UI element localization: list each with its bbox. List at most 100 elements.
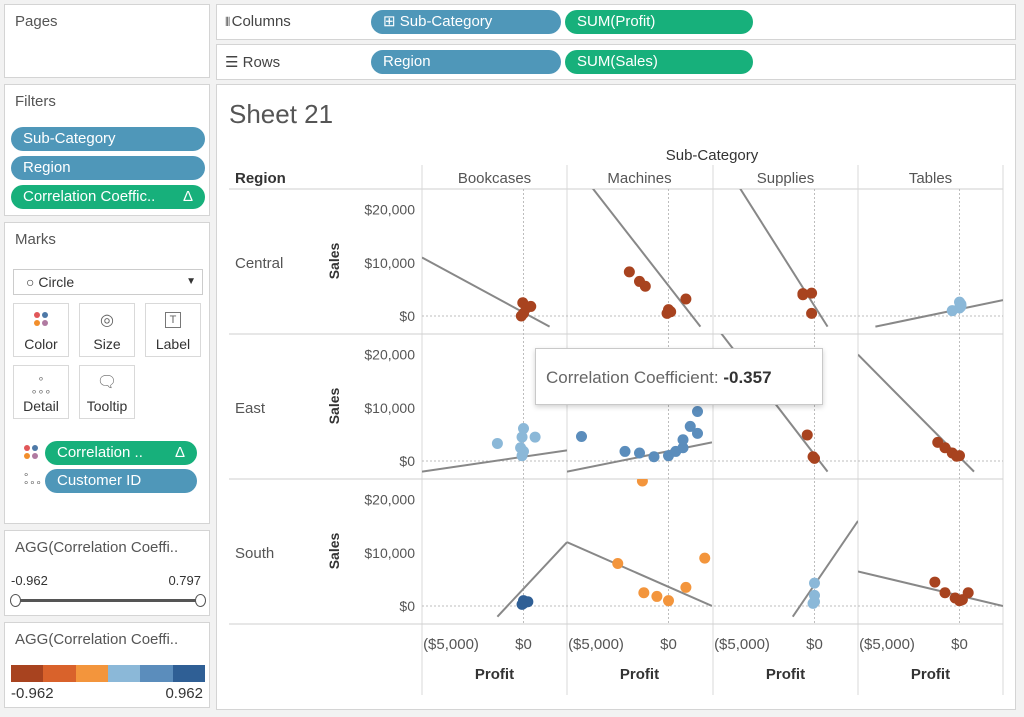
columns-shelf-label: ⦀ Columns [225, 13, 291, 30]
filters-panel: Filters Sub-Category Region Correlation … [4, 84, 210, 216]
data-point[interactable] [491, 437, 503, 449]
x-tick-label: ($5,000) [714, 636, 770, 653]
data-point[interactable] [515, 310, 527, 322]
range-slider-track[interactable] [15, 599, 201, 602]
data-point[interactable] [929, 576, 941, 588]
legend-card-title: AGG(Correlation Coeffi.. [15, 631, 179, 648]
data-point[interactable] [807, 597, 819, 609]
data-point[interactable] [518, 423, 529, 435]
data-point[interactable] [956, 594, 968, 606]
data-point[interactable] [939, 587, 951, 599]
data-point[interactable] [663, 595, 674, 607]
data-point[interactable] [699, 552, 711, 564]
x-tick-label: $0 [806, 636, 823, 653]
facet-central-bookcases [422, 256, 551, 328]
trend-line [422, 256, 551, 328]
data-point[interactable] [677, 442, 689, 454]
facet-central-tables [875, 296, 1003, 328]
data-point[interactable] [677, 434, 689, 446]
detail-button[interactable]: ∘ ∘∘∘ Detail [13, 365, 69, 419]
data-point[interactable] [951, 450, 963, 462]
circle-icon: ○ [26, 274, 39, 290]
tooltip-button[interactable]: 🗨 Tooltip [79, 365, 135, 419]
data-point[interactable] [797, 289, 809, 301]
filter-region[interactable]: Region [11, 156, 205, 180]
mark-type-dropdown[interactable]: ○ Circle ▼ [13, 269, 203, 295]
data-point[interactable] [648, 451, 660, 463]
data-point[interactable] [525, 300, 537, 312]
data-point[interactable] [692, 427, 703, 439]
marks-field-customer-id[interactable]: Customer ID [45, 469, 197, 493]
trend-line [591, 189, 702, 328]
columns-pill-sum-profit[interactable]: SUM(Profit) [565, 10, 753, 34]
data-point[interactable] [955, 300, 967, 312]
filter-card-title: AGG(Correlation Coeffi.. [15, 539, 179, 556]
legend-max-value: 0.962 [165, 685, 203, 702]
y-tick-label: $20,000 [364, 347, 415, 363]
detail-field-icon: ∘ ∘∘∘ [23, 470, 42, 489]
y-tick-label: $10,000 [364, 545, 415, 561]
rows-pill-region[interactable]: Region [371, 50, 561, 74]
columns-shelf[interactable]: ⦀ Columns ⊞ Sub-Category SUM(Profit) [216, 4, 1016, 40]
label-icon: T [146, 310, 200, 336]
data-point[interactable] [651, 590, 663, 602]
filter-sub-category[interactable]: Sub-Category [11, 127, 205, 151]
trend-line [567, 541, 712, 607]
label-button[interactable]: T Label [145, 303, 201, 357]
y-tick-label: $20,000 [364, 492, 415, 508]
data-point[interactable] [529, 431, 541, 443]
correlation-filter-card: AGG(Correlation Coeffi.. -0.962 0.797 [4, 530, 210, 616]
data-point[interactable] [684, 420, 696, 432]
data-point[interactable] [516, 431, 528, 443]
facet-east-machines [567, 406, 712, 473]
data-point[interactable] [638, 587, 650, 599]
rows-pill-sum-sales[interactable]: SUM(Sales) [565, 50, 753, 74]
data-point[interactable] [634, 447, 645, 459]
data-point[interactable] [634, 275, 645, 287]
x-tick-label: $0 [515, 636, 532, 653]
worksheet-view: Sheet 21 Sub-Category Region Bookcases Ma… [216, 84, 1016, 710]
data-point[interactable] [623, 266, 635, 278]
data-point[interactable] [612, 557, 624, 569]
data-point[interactable] [516, 598, 528, 610]
facet-east-supplies [720, 334, 829, 473]
marks-field-correlation[interactable]: Correlation .. Δ [45, 441, 197, 465]
data-point[interactable] [576, 431, 587, 443]
data-point[interactable] [516, 450, 528, 462]
pages-panel: Pages [4, 4, 210, 78]
marks-title: Marks [15, 231, 56, 248]
data-point[interactable] [806, 287, 818, 299]
columns-pill-sub-category[interactable]: ⊞ Sub-Category [371, 10, 561, 34]
data-point[interactable] [636, 476, 648, 487]
data-point[interactable] [806, 307, 818, 319]
data-point[interactable] [680, 581, 692, 593]
trend-line [496, 541, 567, 618]
trend-line [422, 449, 567, 473]
data-point[interactable] [809, 452, 820, 464]
data-point[interactable] [680, 293, 692, 305]
range-slider-max-handle[interactable] [195, 594, 206, 607]
data-point[interactable] [665, 306, 677, 318]
column-label: Supplies [757, 170, 815, 187]
range-slider-min-handle[interactable] [10, 594, 21, 607]
size-button[interactable]: ◎ Size [79, 303, 135, 357]
data-point[interactable] [619, 445, 631, 457]
data-point[interactable] [692, 406, 703, 418]
detail-icon: ∘ ∘∘∘ [30, 373, 52, 398]
facet-east-bookcases [422, 423, 567, 473]
x-tick-label: ($5,000) [423, 636, 479, 653]
color-button[interactable]: Color [13, 303, 69, 357]
rows-shelf-label: ☰ Rows [225, 54, 281, 71]
facet-central-machines [591, 189, 702, 328]
y-tick-label: $10,000 [364, 400, 415, 416]
data-point[interactable] [809, 577, 820, 589]
facet-south-supplies [791, 520, 858, 618]
data-point[interactable] [801, 429, 813, 441]
facet-south-bookcases [496, 541, 567, 618]
facet-south-machines [567, 476, 712, 607]
color-ramp-step [140, 665, 173, 682]
facet-south-tables [858, 570, 1003, 607]
rows-shelf[interactable]: ☰ Rows Region SUM(Sales) [216, 44, 1016, 80]
x-axis-title: Profit [766, 666, 805, 683]
filter-correlation-coefficient[interactable]: Correlation Coeffic.. Δ [11, 185, 205, 209]
